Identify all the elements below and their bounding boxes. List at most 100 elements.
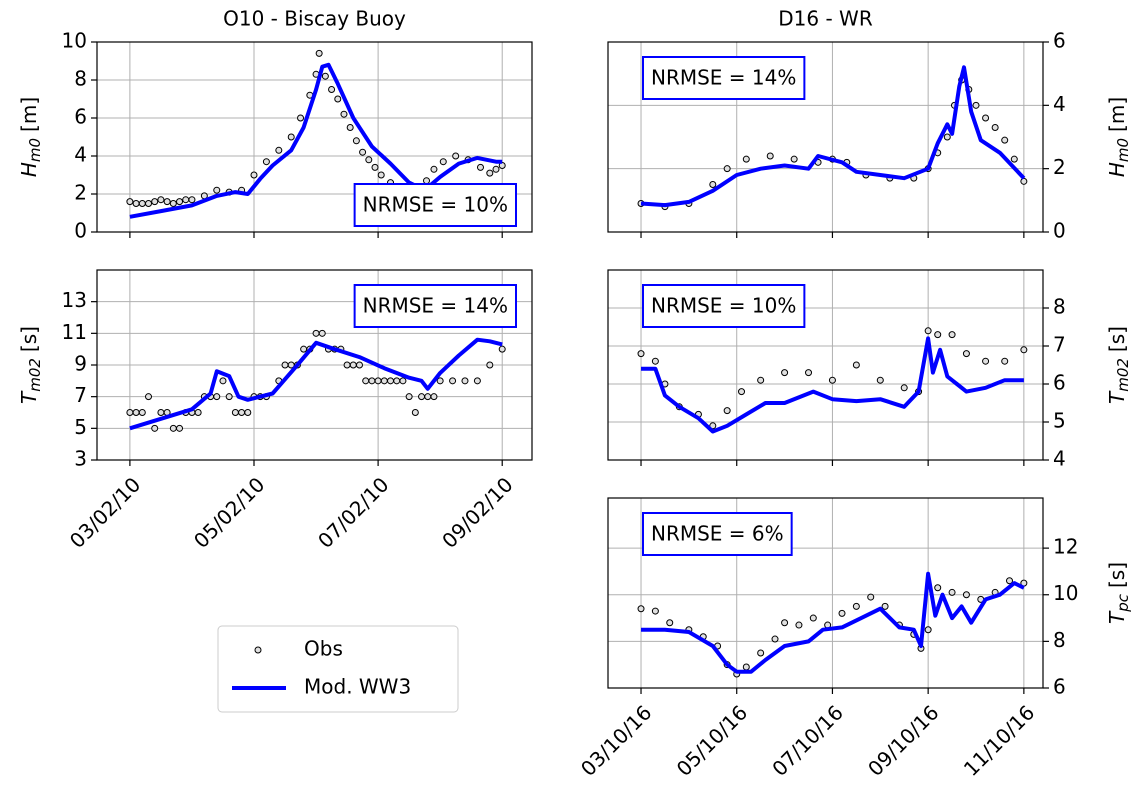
obs-point: [213, 393, 221, 401]
x-tick-label: 07/10/16: [767, 700, 847, 780]
obs-point: [709, 181, 717, 188]
obs-point: [449, 377, 457, 385]
y-tick-label: 12: [1053, 535, 1078, 559]
y-label-symbol: T: [1105, 610, 1129, 624]
obs-point: [297, 114, 305, 122]
obs-point: [1001, 136, 1009, 144]
obs-point: [145, 200, 153, 207]
panel-title: O10 - Biscay Buoy: [223, 7, 406, 31]
obs-point: [262, 158, 270, 166]
obs-point: [934, 584, 942, 592]
obs-point: [982, 357, 990, 365]
y-axis-label: Tm02 [s]: [17, 326, 44, 404]
y-tick-label: 4: [1053, 92, 1066, 116]
y-tick-label: 4: [74, 143, 87, 167]
y-tick-label: 7: [74, 383, 87, 407]
obs-point: [138, 200, 146, 207]
obs-point: [343, 361, 351, 369]
obs-point: [900, 384, 908, 392]
obs-point: [757, 649, 765, 657]
y-label-symbol: H: [1105, 162, 1129, 177]
obs-point: [157, 409, 165, 416]
obs-point: [991, 124, 999, 131]
y-tick-label: 11: [62, 320, 87, 344]
obs-point: [439, 158, 447, 166]
obs-point: [405, 393, 413, 401]
obs-point: [312, 329, 320, 337]
obs-point: [1006, 577, 1014, 585]
obs-point: [169, 424, 177, 432]
annotation-box: [642, 512, 793, 556]
obs-point: [1020, 177, 1028, 185]
y-label-symbol: T: [1105, 390, 1129, 404]
plot-frame: [607, 41, 1044, 233]
obs-point: [637, 350, 645, 358]
annotation-box: [353, 284, 517, 328]
obs-point: [275, 146, 283, 154]
obs-point: [411, 409, 419, 416]
y-label-subscript: m0: [26, 138, 44, 162]
obs-point: [157, 196, 165, 204]
panel-title: D16 - WR: [778, 7, 873, 31]
y-axis-label: Hm0 [m]: [17, 97, 44, 177]
obs-point: [318, 329, 326, 337]
obs-point: [771, 635, 779, 643]
obs-point: [867, 593, 875, 601]
x-tick-label: 09/10/16: [863, 700, 943, 780]
y-tick-label: 10: [1053, 581, 1078, 605]
y-label-unit: [s]: [1105, 326, 1129, 352]
y-tick-label: 0: [74, 219, 87, 243]
y-label-subscript: pc: [1114, 593, 1132, 613]
obs-point: [188, 196, 196, 204]
obs-point: [742, 663, 750, 671]
annotation-box: [642, 56, 806, 100]
obs-point: [651, 357, 659, 365]
y-tick-label: 5: [1053, 409, 1066, 433]
obs-point: [213, 186, 221, 194]
model-line: [640, 65, 1026, 208]
obs-point: [492, 165, 500, 173]
y-tick-label: 5: [74, 415, 87, 439]
plot-frame: [96, 269, 533, 461]
obs-point: [362, 377, 370, 385]
obs-point: [876, 376, 884, 384]
y-tick-label: 8: [1053, 295, 1066, 319]
obs-point: [169, 200, 177, 207]
obs-point: [805, 369, 813, 377]
y-tick-label: 6: [1053, 29, 1066, 53]
legend-label: Obs: [304, 637, 343, 661]
obs-point: [359, 148, 367, 156]
obs-point: [461, 377, 469, 385]
obs-point: [151, 198, 159, 206]
plot-frame: [607, 497, 1044, 689]
obs-point: [145, 393, 153, 401]
obs-point: [828, 376, 836, 384]
obs-point: [219, 377, 227, 385]
y-tick-label: 10: [62, 29, 87, 53]
obs-point: [321, 72, 329, 80]
obs-point: [423, 177, 431, 185]
obs-point: [757, 376, 765, 384]
plot-frame: [607, 269, 1044, 461]
obs-point: [723, 407, 731, 415]
obs-point: [1001, 357, 1009, 365]
obs-point: [790, 155, 798, 163]
obs-point: [231, 409, 239, 416]
model-line: [641, 336, 1024, 434]
obs-point: [250, 171, 258, 179]
y-tick-label: 4: [1053, 447, 1066, 471]
obs-point: [424, 393, 432, 401]
obs-point: [244, 409, 252, 416]
obs-point: [943, 133, 951, 141]
obs-point: [132, 409, 140, 416]
y-tick-label: 0: [1053, 219, 1066, 243]
y-tick-label: 3: [74, 447, 87, 471]
obs-point: [962, 350, 970, 358]
y-label-unit: [s]: [17, 326, 41, 352]
obs-point: [651, 607, 659, 615]
x-tick-label: 05/02/10: [189, 472, 269, 552]
obs-point: [809, 614, 817, 622]
y-tick-label: 6: [74, 105, 87, 129]
obs-point: [126, 198, 134, 206]
